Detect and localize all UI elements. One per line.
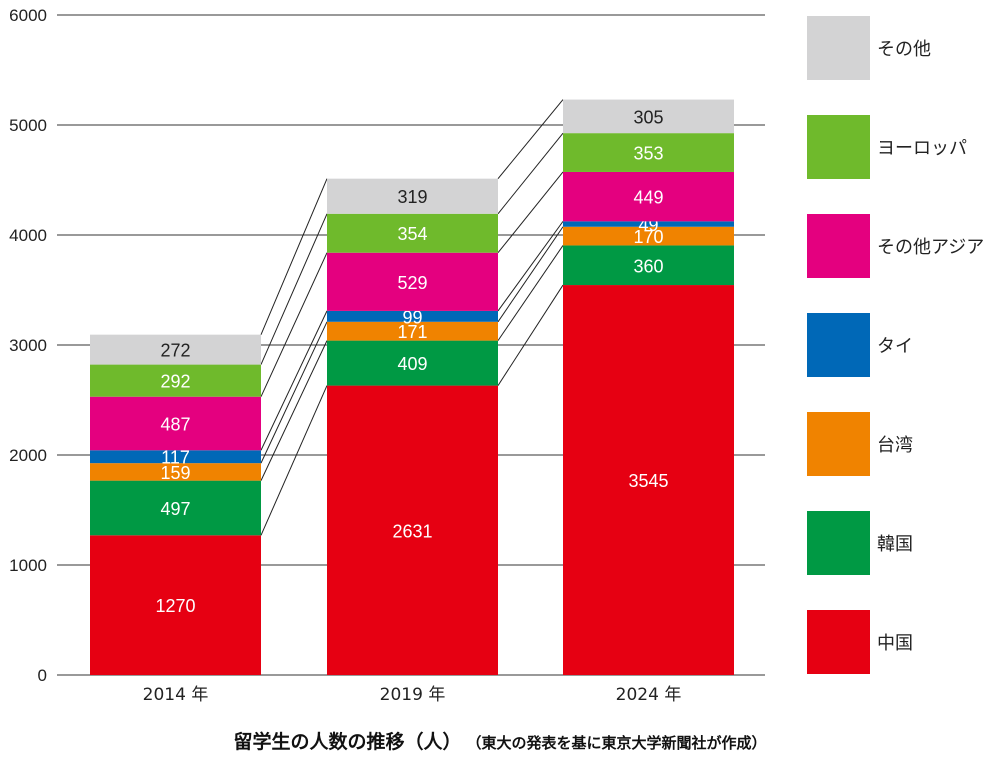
bar-segment xyxy=(563,221,734,227)
y-tick-label: 2000 xyxy=(9,446,47,465)
data-label: 99 xyxy=(402,307,422,327)
legend-label: 台湾 xyxy=(877,435,913,456)
y-tick-label: 6000 xyxy=(9,6,47,25)
legend-label: その他アジア xyxy=(877,237,984,258)
data-label: 529 xyxy=(397,273,427,293)
legend-item: タイ xyxy=(807,313,913,377)
legend-item: 台湾 xyxy=(807,412,913,476)
data-label: 3545 xyxy=(628,471,668,491)
connector-line xyxy=(260,321,328,464)
connector-line xyxy=(497,284,564,386)
data-label: 292 xyxy=(160,372,190,392)
connector-line xyxy=(497,171,564,254)
legend-item: ヨーロッパ xyxy=(807,115,967,179)
legend-label: ヨーロッパ xyxy=(877,138,967,159)
y-tick-label: 1000 xyxy=(9,556,47,575)
data-label: 159 xyxy=(160,463,190,483)
connector-line xyxy=(497,245,564,341)
bar-segment xyxy=(563,226,734,246)
data-label: 497 xyxy=(160,499,190,519)
connector-line xyxy=(497,99,564,179)
data-label: 272 xyxy=(160,341,190,361)
data-label: 353 xyxy=(633,144,663,164)
legend-swatch xyxy=(807,16,870,80)
data-label: 117 xyxy=(161,448,190,468)
connector-line xyxy=(497,226,564,323)
bar-segment xyxy=(563,285,734,675)
connector-line xyxy=(260,310,328,451)
legend-label: 韓国 xyxy=(877,534,913,555)
connector-line xyxy=(497,221,564,312)
bar-segment xyxy=(563,245,734,286)
bar-segment xyxy=(327,213,498,253)
y-tick-label: 0 xyxy=(38,666,47,685)
legend-item: 韓国 xyxy=(807,511,913,575)
data-label: 354 xyxy=(397,224,427,244)
bar-segment xyxy=(327,178,498,214)
data-label: 360 xyxy=(633,256,663,276)
data-label: 319 xyxy=(397,187,427,207)
bar-segment xyxy=(90,364,261,397)
data-label: 305 xyxy=(633,107,663,127)
legend-swatch xyxy=(807,610,870,674)
legend-swatch xyxy=(807,115,870,179)
y-tick-label: 4000 xyxy=(9,226,47,245)
data-label: 171 xyxy=(397,322,427,342)
chart-subtitle: （東大の発表を基に東京大学新聞社が作成） xyxy=(467,734,767,752)
bar-segment xyxy=(327,340,498,386)
legend-swatch xyxy=(807,214,870,278)
connector-line xyxy=(260,385,328,536)
bar-segment xyxy=(327,321,498,341)
legend-swatch xyxy=(807,313,870,377)
legend-item: 中国 xyxy=(807,610,913,674)
x-tick-label: 2024 年 xyxy=(616,685,682,705)
connector-line xyxy=(260,178,328,335)
y-tick-label: 3000 xyxy=(9,336,47,355)
data-label: 409 xyxy=(397,354,427,374)
data-label: 487 xyxy=(160,414,190,434)
x-tick-label: 2014 年 xyxy=(143,685,209,705)
legend-swatch xyxy=(807,511,870,575)
data-label: 2631 xyxy=(392,521,432,541)
bar-segment xyxy=(90,334,261,365)
legend-item: その他 xyxy=(807,16,931,80)
bar-segment xyxy=(563,171,734,222)
caption: 留学生の人数の推移（人） （東大の発表を基に東京大学新聞社が作成） xyxy=(233,730,766,753)
chart-caption: 留学生の人数の推移（人） （東大の発表を基に東京大学新聞社が作成） xyxy=(233,730,766,753)
connector-line xyxy=(260,252,328,397)
legend-label: タイ xyxy=(877,336,913,357)
legend-swatch xyxy=(807,412,870,476)
connector-line xyxy=(497,132,564,215)
bar-segment xyxy=(90,463,261,481)
y-tick-label: 5000 xyxy=(9,116,47,135)
x-tick-label: 2019 年 xyxy=(380,685,446,705)
bar-segment xyxy=(327,385,498,675)
x-axis-ticks: 2014 年 2019 年 2024 年 xyxy=(143,685,682,705)
bar-segment xyxy=(90,480,261,536)
bar-segment xyxy=(327,252,498,311)
data-label: 1270 xyxy=(155,596,195,616)
legend-label: 中国 xyxy=(877,633,913,654)
chart-title: 留学生の人数の推移（人） xyxy=(233,730,461,753)
bar-segment xyxy=(90,535,261,675)
data-label: 170 xyxy=(633,227,663,247)
data-label: 449 xyxy=(633,188,663,208)
connector-line xyxy=(260,213,328,365)
legend-item: その他アジア xyxy=(807,214,984,278)
bar-segment xyxy=(563,133,734,172)
bar-segment xyxy=(90,396,261,451)
bar-segment xyxy=(327,310,498,322)
y-axis-ticks: 0 1000 2000 3000 4000 5000 6000 xyxy=(9,6,47,685)
connector-lines xyxy=(260,99,564,536)
connector-line xyxy=(260,340,328,481)
bar-segment xyxy=(90,450,261,464)
bar-segment xyxy=(563,99,734,134)
legend-label: その他 xyxy=(877,39,931,60)
